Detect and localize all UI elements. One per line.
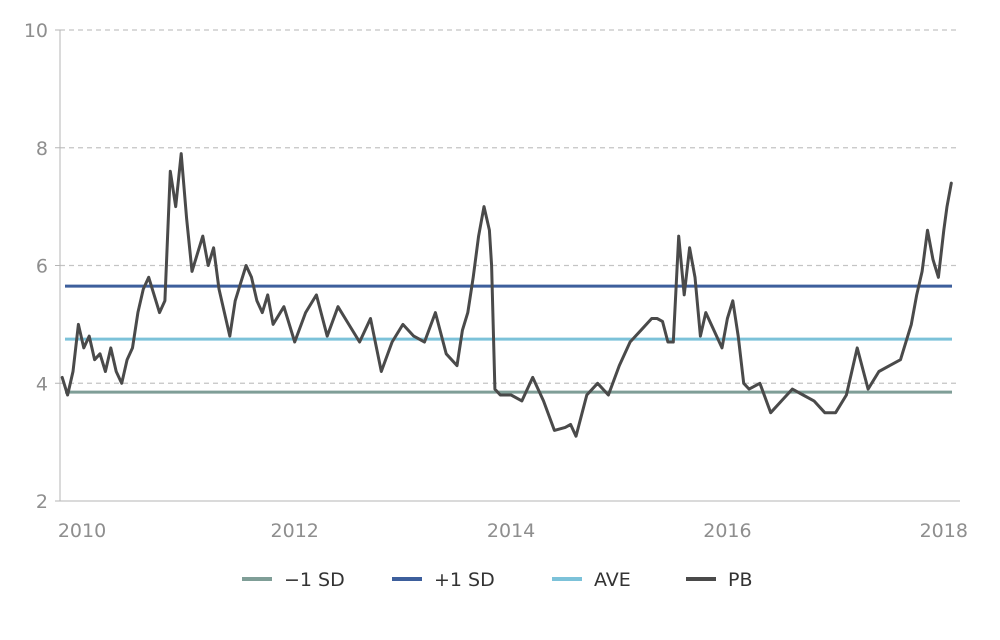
legend-label-pb: PB: [728, 569, 753, 591]
gridlines: [60, 29, 960, 384]
x-tick-label-2016: 2016: [703, 520, 751, 542]
y-tick-label-8: 8: [36, 138, 48, 160]
tick-labels: 2 4 6 8 10 2010 2012 2014 2016 2018: [24, 20, 968, 542]
y-tick-label-2: 2: [36, 491, 48, 513]
axes: [55, 29, 960, 502]
y-tick-label-10: 10: [24, 20, 48, 42]
legend-label-ave: AVE: [594, 569, 631, 591]
y-tick-label-6: 6: [36, 256, 48, 278]
x-tick-label-2014: 2014: [487, 520, 535, 542]
series-line-pb: [60, 152, 953, 438]
legend-label-plus-1-sd: +1 SD: [434, 569, 495, 591]
x-tick-label-2010: 2010: [58, 520, 106, 542]
x-tick-label-2012: 2012: [271, 520, 319, 542]
legend-label-minus-1-sd: −1 SD: [284, 569, 345, 591]
legend: −1 SD +1 SD AVE PB: [242, 569, 753, 591]
series: [60, 152, 953, 438]
reference-lines: [65, 284, 952, 394]
x-tick-label-2018: 2018: [920, 520, 968, 542]
y-tick-label-4: 4: [36, 373, 48, 395]
